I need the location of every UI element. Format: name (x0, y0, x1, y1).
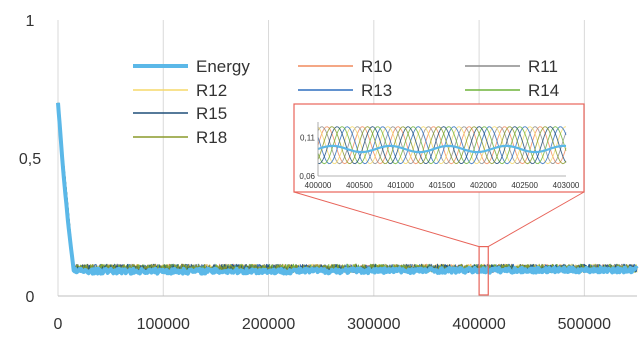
legend-label-r12: R12 (196, 81, 227, 100)
x-tick-label: 300000 (347, 316, 400, 333)
inset-x-tick-label: 401000 (387, 181, 414, 190)
zoom-connector-left (293, 191, 480, 248)
y-tick-label: 0,5 (19, 151, 41, 168)
legend-label-r13: R13 (361, 81, 392, 100)
inset-x-tick-label: 402000 (470, 181, 497, 190)
inset-series-line-r13 (317, 126, 567, 165)
legend-label-r15: R15 (196, 104, 227, 123)
inset-series-line-r18 (317, 126, 567, 165)
inset-y-tick-label: 0,06 (299, 172, 315, 181)
x-tick-label: 100000 (137, 316, 190, 333)
inset-series-line-energy (317, 144, 567, 154)
series-line-energy (56, 102, 639, 276)
x-tick-label: 500000 (558, 316, 611, 333)
x-tick-label: 0 (54, 316, 63, 333)
inset-y-tick-label: 0,11 (300, 133, 316, 142)
x-tick-label: 200000 (242, 316, 295, 333)
inset-x-tick-label: 400500 (346, 181, 373, 190)
y-tick-label: 1 (26, 13, 35, 30)
legend-label-r18: R18 (196, 128, 227, 147)
inset-series-line-r14 (317, 126, 567, 165)
zoom-connector-right (488, 191, 585, 248)
legend-label-r14: R14 (528, 81, 559, 100)
inset-x-tick-label: 400000 (305, 181, 332, 190)
y-tick-label: 0 (26, 289, 35, 306)
legend-label-r10: R10 (361, 57, 392, 76)
inset-x-tick-label: 401500 (429, 181, 456, 190)
inset-x-tick-label: 402500 (511, 181, 538, 190)
inset-series-line-r15 (317, 126, 567, 165)
x-tick-label: 400000 (452, 316, 505, 333)
zoom-region-box (478, 246, 489, 296)
inset-x-tick-label: 403000 (553, 181, 580, 190)
legend-label-energy: Energy (196, 57, 250, 76)
legend-label-r11: R11 (528, 57, 558, 76)
